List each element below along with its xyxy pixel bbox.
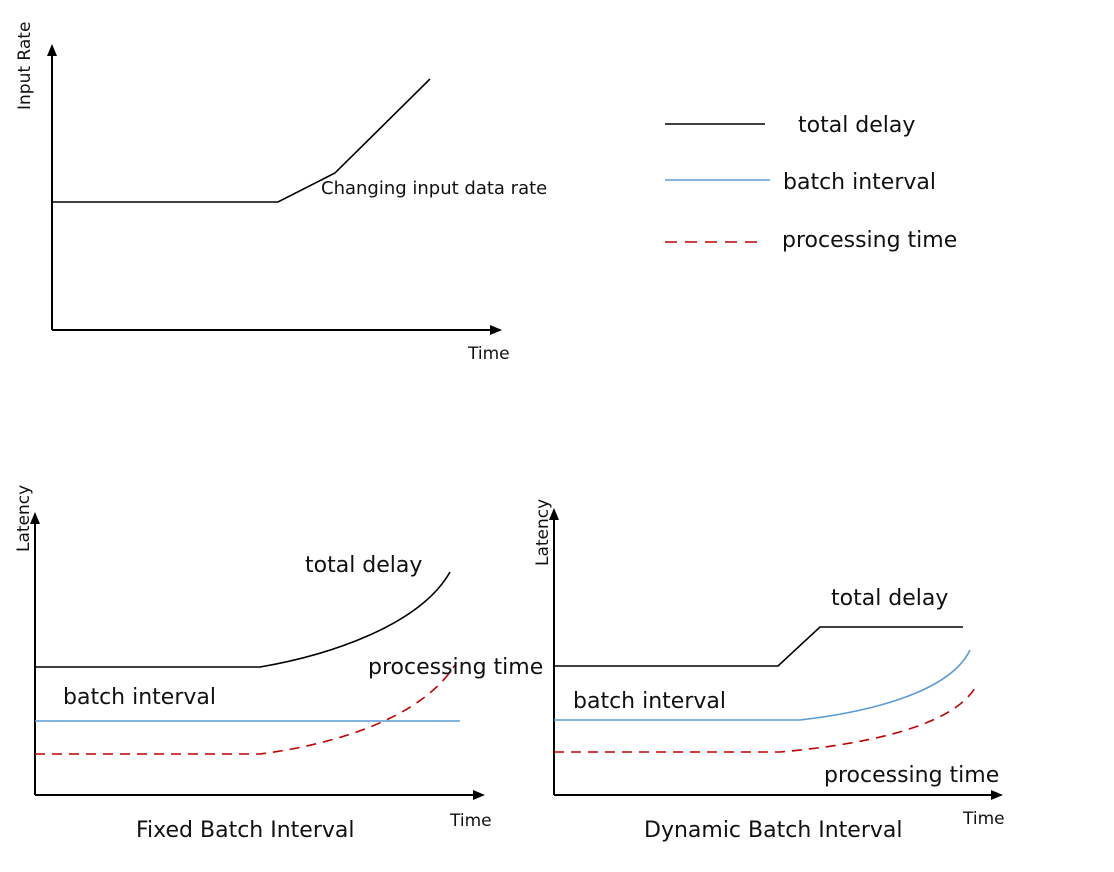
dynamic-y-label: Latency — [533, 499, 553, 566]
dynamic-processing-time-label: processing time — [824, 763, 999, 788]
fixed-processing-time-label: processing time — [368, 655, 543, 680]
dynamic-batch-interval-curve — [554, 649, 971, 721]
fixed-y-label: Latency — [14, 485, 34, 552]
dynamic-batch-chart: Latency Time total delay batch interval … — [533, 499, 1005, 843]
dynamic-batch-interval-label: batch interval — [573, 689, 726, 714]
fixed-total-delay-curve — [35, 571, 451, 668]
dynamic-total-delay-curve — [554, 626, 963, 667]
legend-total-delay-label: total delay — [798, 113, 915, 138]
legend-batch-interval-label: batch interval — [783, 170, 936, 195]
fixed-batch-interval-label: batch interval — [63, 685, 216, 710]
dynamic-total-delay-label: total delay — [831, 586, 948, 611]
legend: total delay batch interval processing ti… — [665, 113, 957, 253]
fixed-caption: Fixed Batch Interval — [136, 818, 355, 843]
fixed-total-delay-label: total delay — [305, 553, 422, 578]
fixed-batch-chart: Latency Time total delay processing time… — [14, 485, 543, 843]
dynamic-processing-time-curve — [554, 687, 976, 753]
fixed-x-label: Time — [449, 811, 492, 831]
fixed-processing-time-curve — [35, 664, 456, 755]
input-rate-curve-label: Changing input data rate — [321, 178, 547, 199]
input-rate-curve — [52, 78, 431, 203]
legend-processing-time-label: processing time — [782, 228, 957, 253]
input-rate-chart: Input Rate Time Changing input data rate — [15, 22, 547, 364]
input-rate-x-label: Time — [467, 344, 510, 364]
input-rate-y-label: Input Rate — [15, 22, 35, 110]
dynamic-x-label: Time — [962, 809, 1005, 829]
dynamic-caption: Dynamic Batch Interval — [644, 818, 903, 843]
